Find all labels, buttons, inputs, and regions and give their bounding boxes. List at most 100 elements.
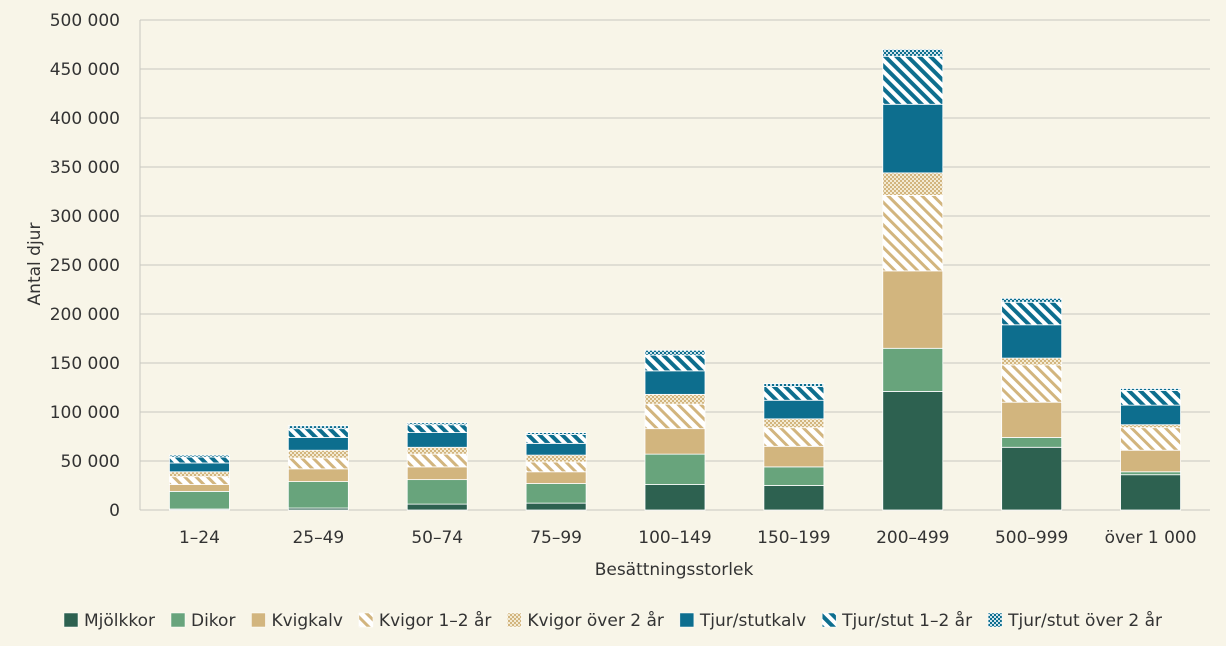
bar-segment-tjur-stut-1-2-ar (525, 434, 587, 444)
legend-swatch (821, 612, 837, 628)
bar-segment-dikor (287, 481, 349, 509)
legend-item-tjur-stut-1-2-ar: Tjur/stut 1–2 år (821, 610, 972, 631)
bar-segment-tjur-stutkalv (525, 442, 587, 456)
y-tick-label: 150 000 (50, 354, 120, 374)
legend-item-kvigkalv: Kvigkalv (251, 611, 343, 631)
legend-item-mjolkkor: Mjölkkor (63, 611, 155, 631)
x-tick-label: 200–499 (876, 528, 949, 548)
bar-segment-mjolkkor (882, 391, 944, 511)
legend-label: Kvigkalv (271, 611, 342, 631)
bar-stack-500-999 (1001, 297, 1063, 511)
bar-segment-kvigor-1-2-ar (1120, 427, 1181, 451)
bar-stack-100-149 (644, 349, 706, 511)
bar-segment-kvigor-over-2-ar (1120, 424, 1181, 429)
bar-segment-mjolkkor (1120, 474, 1181, 511)
bar-segment-kvigor-1-2-ar (1001, 364, 1063, 403)
bar-segment-kvigor-over-2-ar (763, 418, 825, 429)
bar-segment-tjur-stutkalv (763, 399, 825, 420)
bar-segment-dikor (763, 466, 825, 486)
bar-segment-tjur-stut-over-2-ar (287, 425, 349, 430)
legend-swatch (987, 612, 1003, 628)
bar-segment-tjur-stut-over-2-ar (763, 383, 825, 387)
bar-segment-tjur-stut-1-2-ar (287, 428, 349, 438)
y-tick-label: 450 000 (50, 60, 120, 80)
bar-segment-kvigkalv (644, 428, 706, 455)
bar-segment-tjur-stut-over-2-ar (525, 432, 587, 435)
bar-stack-150-199 (763, 383, 825, 511)
bar-segment-tjur-stut-1-2-ar (406, 424, 468, 433)
bar-segment-tjur-stut-over-2-ar (169, 454, 230, 458)
x-axis-ticks: 1–24 25–49 50–74 75–99 100–149 150–199 200–499… (179, 528, 1197, 548)
bar-segment-tjur-stutkalv (882, 103, 944, 174)
bar-segment-tjur-stut-1-2-ar (1120, 390, 1181, 406)
bar-segment-dikor (525, 483, 587, 504)
bar-segment-kvigor-over-2-ar (287, 449, 349, 459)
x-tick-label: 500–999 (995, 528, 1068, 548)
y-axis-ticks: 0 50 000 100 000 150 000 200 000 250 000 300 0… (50, 11, 120, 521)
legend-label: Tjur/stut över 2 år (1007, 610, 1162, 631)
legend-swatch (679, 612, 695, 628)
bar-segment-dikor (406, 479, 468, 505)
bar-segment-tjur-stut-1-2-ar (882, 55, 944, 105)
bar-segment-kvigor-over-2-ar (1001, 357, 1063, 366)
bar-segment-kvigkalv (882, 270, 944, 349)
bar-segment-kvigkalv (169, 484, 230, 492)
bar-segment-dikor (1001, 437, 1063, 448)
y-tick-label: 350 000 (50, 158, 120, 178)
bar-segment-tjur-stut-1-2-ar (763, 386, 825, 401)
y-tick-label: 400 000 (50, 109, 120, 129)
legend-label: Dikor (191, 611, 235, 631)
bar-stack-200-499 (882, 49, 944, 511)
y-tick-label: 200 000 (50, 305, 120, 325)
bar-segment-tjur-stutkalv (644, 370, 706, 395)
bar-stack-50-74 (406, 422, 468, 511)
bar-segment-dikor (169, 490, 230, 510)
x-axis-title: Besättningsstorlek (595, 560, 754, 580)
x-tick-label: 100–149 (638, 528, 711, 548)
bar-segment-tjur-stutkalv (1001, 324, 1063, 359)
legend-swatch (170, 612, 186, 628)
bar-segment-tjur-stut-over-2-ar (1001, 297, 1063, 303)
bar-segment-tjur-stutkalv (1120, 404, 1181, 426)
legend-item-tjur-stut-over-2-ar: Tjur/stut över 2 år (987, 610, 1162, 631)
bar-stack-1-24 (169, 454, 230, 511)
bar-segment-mjolkkor (1001, 446, 1063, 511)
bar-segment-tjur-stutkalv (406, 432, 468, 448)
bar-segment-kvigor-1-2-ar (287, 457, 349, 470)
x-tick-label: 50–74 (411, 528, 463, 548)
legend-label: Mjölkkor (84, 611, 155, 631)
bar-segment-kvigkalv (525, 471, 587, 484)
bar-segment-dikor (644, 453, 706, 485)
bar-segment-mjolkkor (763, 485, 825, 511)
bar-segment-tjur-stut-1-2-ar (1001, 301, 1063, 326)
bar-segment-mjolkkor (644, 484, 706, 511)
x-tick-label: 25–49 (292, 528, 344, 548)
bar-stack-over-1-000 (1120, 388, 1181, 511)
legend-swatch (358, 612, 374, 628)
legend-label: Kvigor över 2 år (527, 610, 663, 631)
legend-label: Tjur/stut 1–2 år (841, 610, 972, 631)
bar-segment-tjur-stutkalv (287, 437, 349, 451)
bar-segment-tjur-stut-over-2-ar (882, 49, 944, 57)
bar-segment-tjur-stut-1-2-ar (644, 354, 706, 372)
bar-segment-kvigor-over-2-ar (169, 471, 230, 478)
bar-segment-kvigor-1-2-ar (763, 427, 825, 447)
bar-segment-kvigor-1-2-ar (882, 195, 944, 272)
bar-segment-kvigor-over-2-ar (525, 454, 587, 463)
bar-segment-tjur-stut-over-2-ar (406, 422, 468, 426)
bar-segment-tjur-stut-over-2-ar (644, 349, 706, 356)
bar-segment-tjur-stutkalv (169, 462, 230, 473)
y-tick-label: 500 000 (50, 11, 120, 31)
bar-segment-dikor (1120, 471, 1181, 476)
bar-segment-kvigor-over-2-ar (406, 446, 468, 455)
bar-segment-kvigkalv (287, 468, 349, 482)
bar-segment-kvigkalv (763, 445, 825, 468)
bars (169, 49, 1181, 511)
legend-swatch (251, 612, 266, 628)
x-tick-label: 1–24 (179, 528, 220, 548)
legend-item-tjur-stutkalv: Tjur/stutkalv (679, 611, 806, 631)
bar-segment-kvigkalv (1001, 401, 1063, 438)
bar-segment-kvigkalv (1120, 449, 1181, 473)
